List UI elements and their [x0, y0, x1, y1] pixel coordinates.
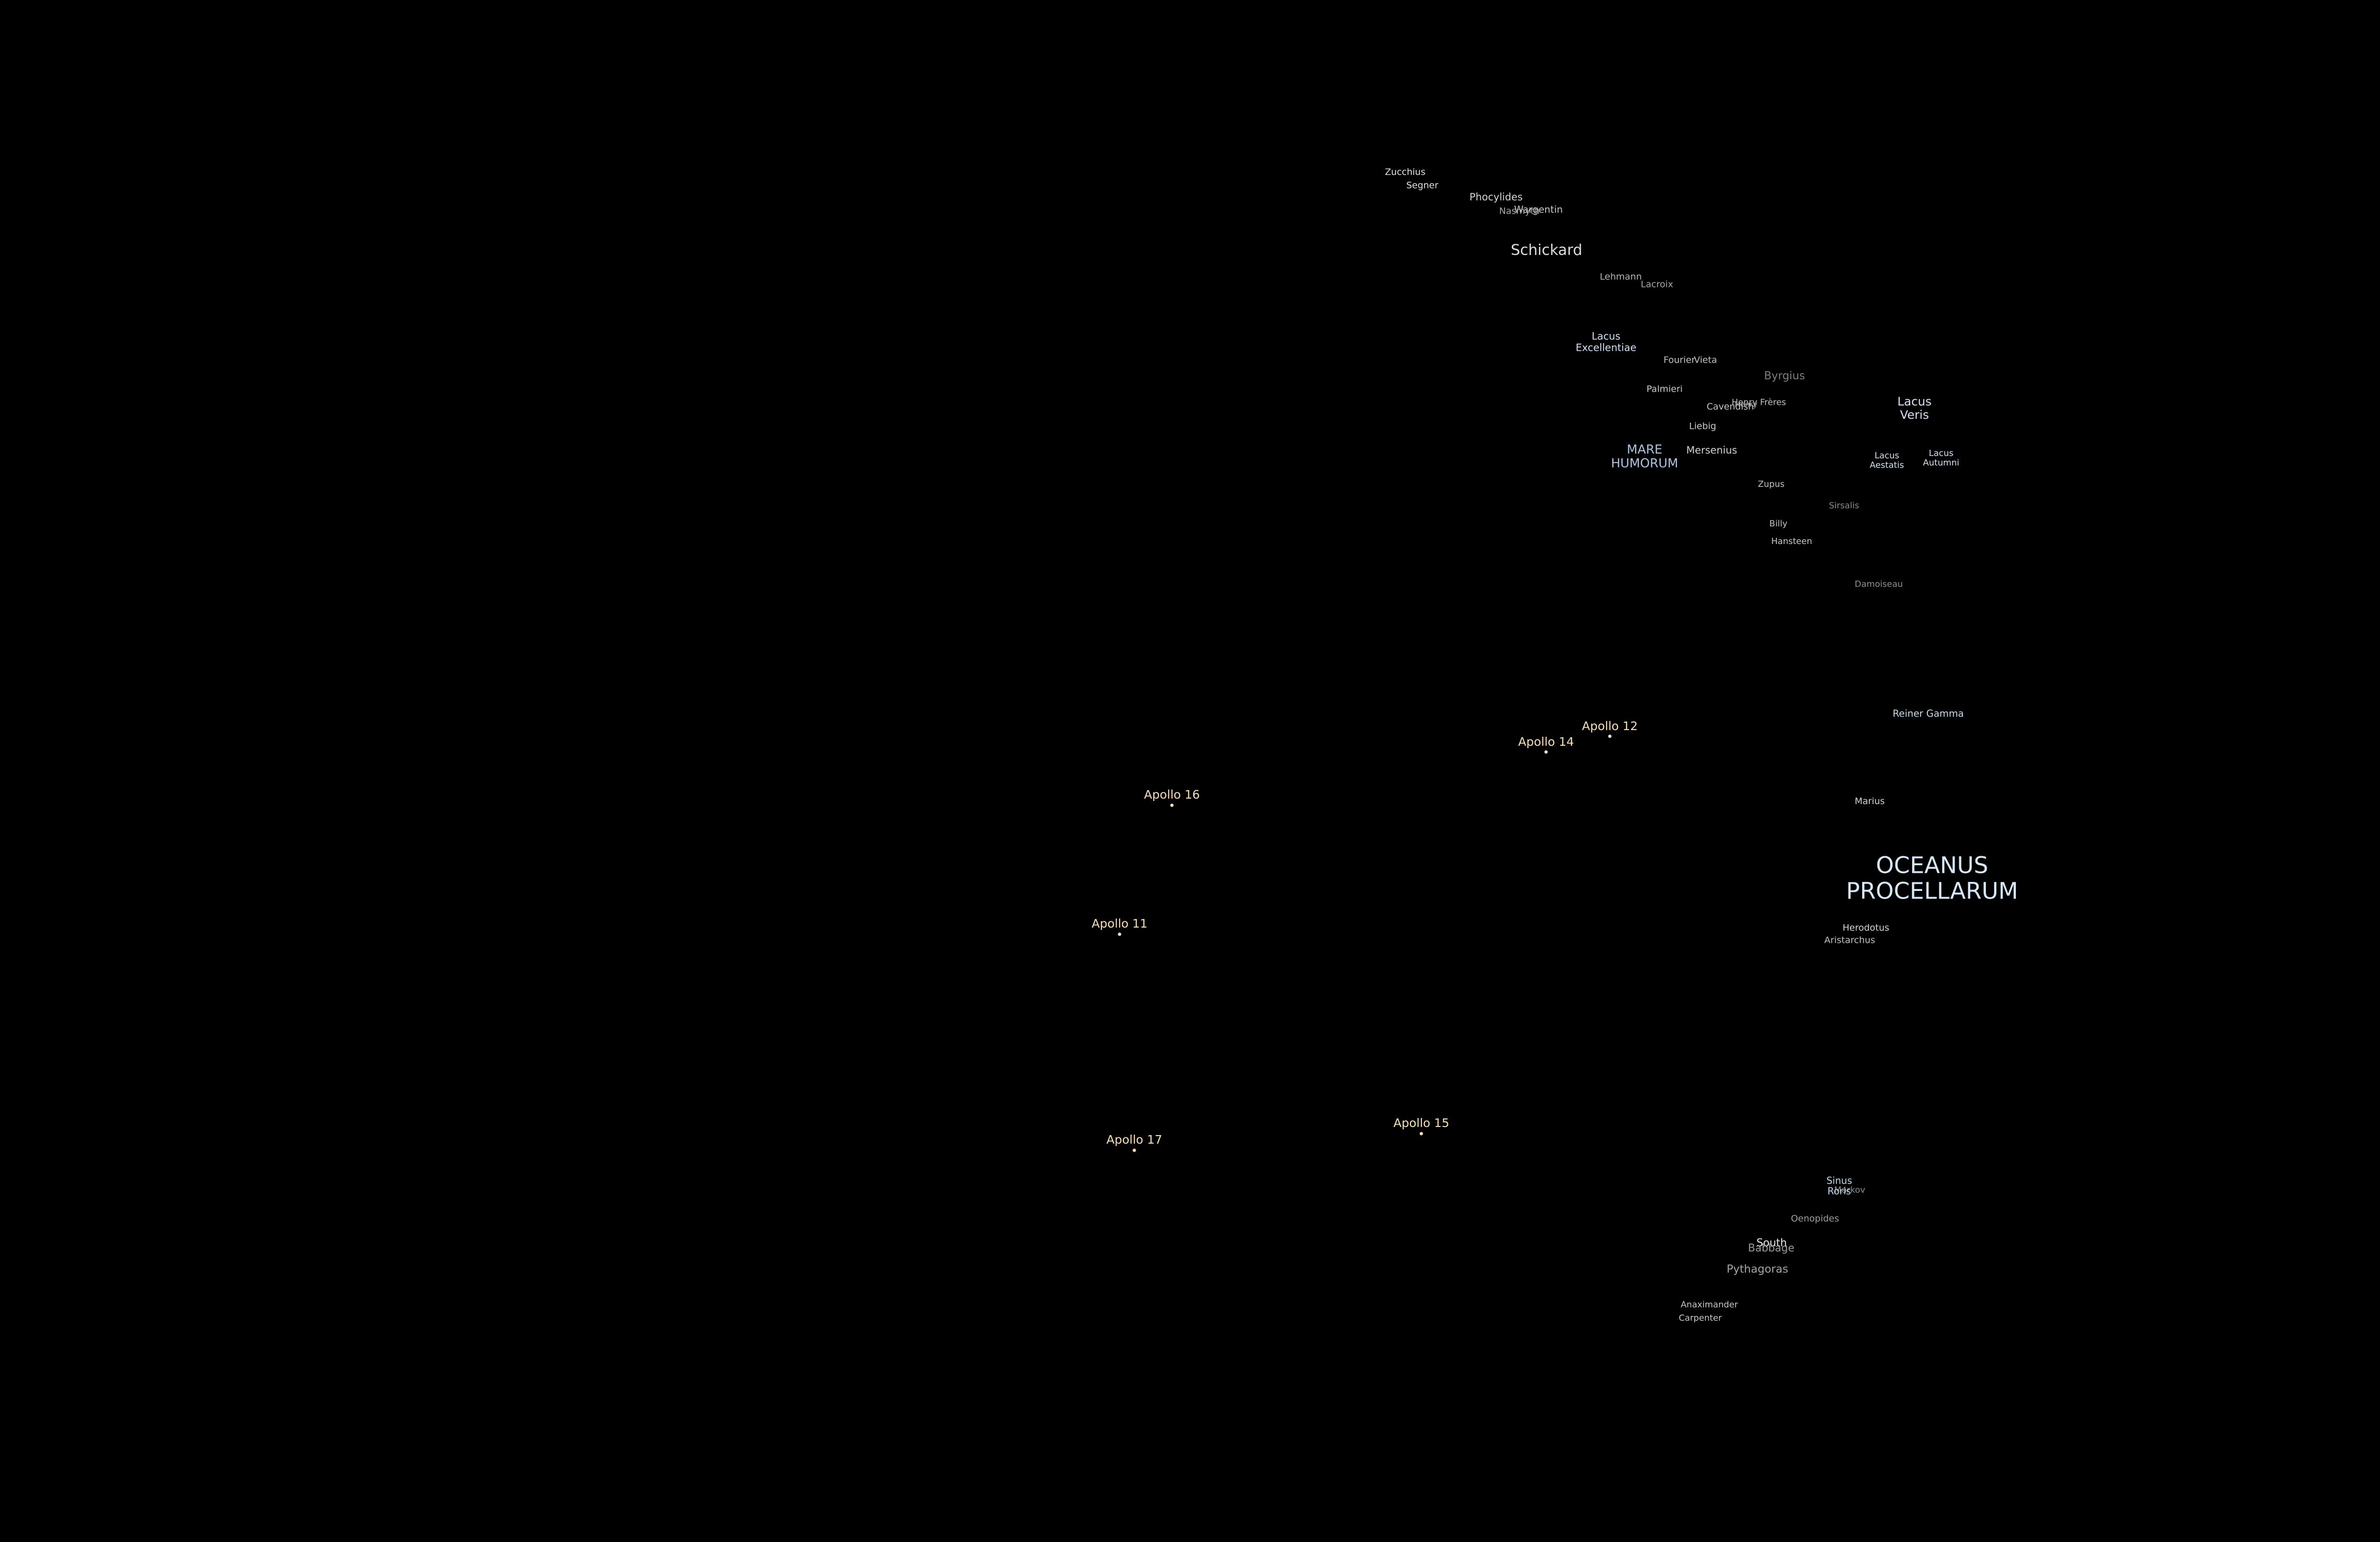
- apollo_sites-marker-dot[interactable]: [1419, 1132, 1423, 1136]
- lacus-label[interactable]: Reiner Gamma: [1893, 707, 1964, 719]
- apollo_sites-label[interactable]: Apollo 17: [1106, 1133, 1162, 1147]
- craters-label[interactable]: Segner: [1406, 180, 1438, 191]
- apollo_sites-label[interactable]: Apollo 16: [1144, 788, 1200, 801]
- lacus-label[interactable]: Lacus Excellentiae: [1576, 330, 1636, 353]
- apollo_sites-label[interactable]: Apollo 12: [1582, 719, 1638, 733]
- craters-label[interactable]: Carpenter: [1678, 1313, 1722, 1323]
- craters-label[interactable]: Nasmyth: [1499, 206, 1540, 217]
- craters-label[interactable]: Vieta: [1694, 355, 1717, 366]
- craters-label[interactable]: Phocylides: [1469, 191, 1523, 203]
- lacus-label[interactable]: Lacus Autumni: [1923, 448, 1960, 468]
- craters-label[interactable]: Liebig: [1689, 421, 1716, 432]
- craters-label[interactable]: Herodotus: [1842, 922, 1890, 933]
- craters-label[interactable]: Schickard: [1510, 241, 1583, 259]
- craters-label[interactable]: Lacroix: [1640, 279, 1674, 290]
- craters-label[interactable]: Pythagoras: [1726, 1263, 1788, 1276]
- craters-label[interactable]: Babbage: [1748, 1242, 1795, 1255]
- craters-label[interactable]: Cavendish: [1706, 401, 1754, 412]
- apollo_sites-marker-dot[interactable]: [1132, 1148, 1136, 1152]
- apollo_sites-marker-dot[interactable]: [1118, 932, 1121, 936]
- craters-label[interactable]: Henry Frères: [1731, 397, 1786, 407]
- craters-label[interactable]: Byrgius: [1764, 370, 1805, 383]
- craters-label[interactable]: Wargentin: [1514, 203, 1563, 215]
- craters-label[interactable]: Anaximander: [1680, 1299, 1738, 1310]
- apollo_sites-marker-dot[interactable]: [1608, 734, 1612, 738]
- craters-label[interactable]: Henry: [1734, 400, 1758, 409]
- craters-label[interactable]: Hansteen: [1771, 536, 1812, 546]
- craters-label[interactable]: Billy: [1769, 518, 1788, 529]
- apollo_sites-marker-dot[interactable]: [1544, 750, 1548, 754]
- craters-label[interactable]: Zucchius: [1385, 167, 1426, 178]
- craters-label[interactable]: Marius: [1854, 796, 1885, 807]
- apollo_sites-marker-dot[interactable]: [1170, 803, 1174, 807]
- craters-label[interactable]: Zupus: [1758, 479, 1785, 489]
- lacus-label[interactable]: Lacus Veris: [1897, 395, 1932, 422]
- craters-label[interactable]: Oenopides: [1791, 1213, 1839, 1224]
- lacus-label[interactable]: Lacus Aestatis: [1870, 450, 1904, 470]
- craters-label[interactable]: Sirsalis: [1829, 500, 1859, 511]
- apollo_sites-label[interactable]: Apollo 14: [1518, 735, 1574, 749]
- craters-label[interactable]: South: [1756, 1237, 1787, 1249]
- craters-label[interactable]: Mersenius: [1686, 445, 1737, 456]
- lacus-label[interactable]: Sinus Roris: [1826, 1175, 1853, 1197]
- craters-label[interactable]: Damoiseau: [1854, 579, 1903, 589]
- craters-label[interactable]: Fourier: [1663, 355, 1696, 366]
- maria-label[interactable]: MARE HUMORUM: [1611, 442, 1678, 471]
- craters-label[interactable]: Palmieri: [1646, 384, 1683, 395]
- maria-label[interactable]: OCEANUS PROCELLARUM: [1846, 852, 2018, 904]
- craters-label[interactable]: Aristarchus: [1824, 935, 1875, 946]
- apollo_sites-label[interactable]: Apollo 15: [1393, 1116, 1449, 1130]
- craters-label[interactable]: Lehmann: [1599, 271, 1642, 282]
- apollo_sites-label[interactable]: Apollo 11: [1091, 917, 1148, 930]
- craters-label[interactable]: Markov: [1834, 1185, 1865, 1195]
